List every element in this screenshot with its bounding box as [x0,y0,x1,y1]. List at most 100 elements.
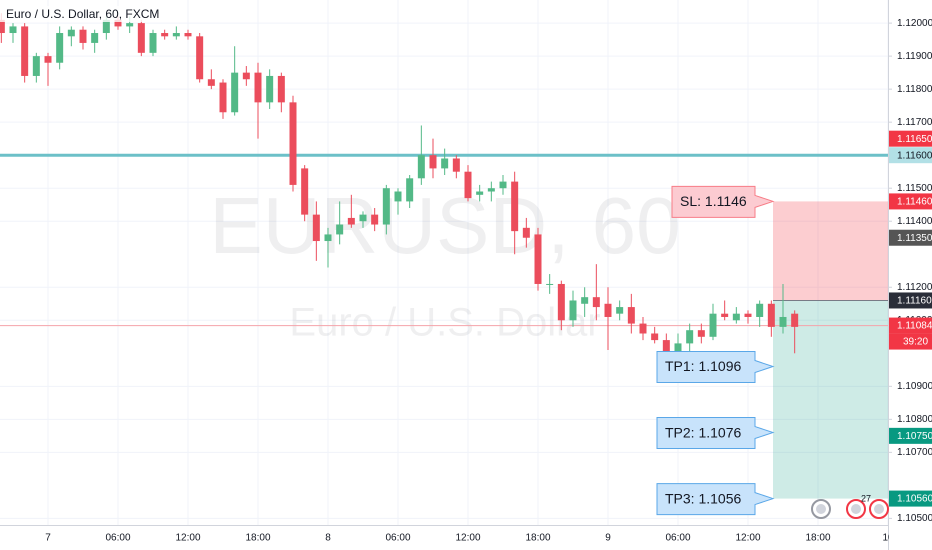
candle-body [21,26,29,76]
x-tick-label: 8 [325,533,331,544]
candle-body [721,313,729,317]
candle-body [476,191,484,195]
candle-body [196,36,204,80]
y-tick-label: 1.11500 [897,183,932,194]
candle-body [172,33,180,37]
candle-body [767,303,775,327]
x-tick-label: 12:00 [735,533,760,544]
price-tag [889,427,932,444]
candle-body [347,217,355,225]
target-zone [773,300,888,499]
price-tag-label: 1.10560 [897,494,932,505]
x-tick-label: 18:00 [805,533,830,544]
x-tick-label: 9 [605,533,611,544]
y-tick-label: 1.11700 [897,117,932,128]
annotation-text: TP1: 1.1096 [665,358,741,374]
price-tag-label: 1.11084 [897,321,932,332]
candle-body [44,56,52,63]
candle-body [406,178,414,202]
annotation: TP3: 1.1056 [656,483,775,516]
candle-body [452,158,460,172]
candle-body [382,188,390,225]
candle-body [662,340,670,360]
price-tag [889,292,932,309]
candle-body [487,188,495,192]
annotation-text: TP2: 1.1076 [665,424,741,440]
candle-body [417,155,425,179]
y-tick-label: 1.10700 [897,447,932,458]
x-tick-label: 10 [882,533,894,544]
candle-body [581,297,589,304]
watermark: EURUSD, 60 [209,181,680,270]
annotation-text: TP3: 1.1056 [665,490,741,506]
x-tick-label: 06:00 [105,533,130,544]
candle-body [79,29,87,43]
candle-body [732,313,740,321]
price-tag-label: 1.11460 [897,197,932,208]
annotation: SL: 1.1146 [671,185,775,218]
y-tick-label: 1.11200 [897,282,932,293]
axis-corner [889,526,932,550]
price-tag-label: 1.11600 [897,150,932,161]
y-tick-label: 1.11800 [897,84,932,95]
candle-body [569,300,577,321]
candle-body [324,234,332,242]
countdown-bg [889,333,932,350]
candle-body [91,33,99,43]
candle-body [394,191,402,202]
y-tick-label: 1.12000 [897,18,932,29]
candle-body [779,316,787,327]
price-axis-bg [888,0,932,550]
candle-body [242,72,250,80]
candle-body [651,333,659,341]
y-tick-label: 1.10500 [897,513,932,524]
candle-body [604,303,612,317]
x-tick-label: 12:00 [455,533,480,544]
price-tag [889,147,932,164]
candle-body [791,313,799,327]
chart-title: Euro / U.S. Dollar, 60, FXCM [6,7,159,21]
candle-body [149,33,157,53]
price-tag [889,317,932,334]
candle-body [231,72,239,113]
candle-body [546,283,554,285]
candle-body [709,313,717,337]
candle-body [207,79,215,86]
title-bg [0,6,160,22]
annotation: TP2: 1.1076 [656,417,775,450]
x-tick-label: 7 [45,533,51,544]
candle-body [67,29,75,37]
candle-body [266,75,274,103]
candle-body [161,33,169,37]
candle-body [312,214,320,242]
price-tag [889,130,932,147]
candle-body [301,168,309,215]
candle-body [336,224,344,235]
candle-body [219,82,227,113]
candle-body [429,155,437,169]
candle-body [616,307,624,314]
price-tag-label: 1.11350 [897,233,932,244]
x-tick-label: 06:00 [385,533,410,544]
candle-body [126,23,134,27]
annotation-box [656,483,775,516]
candle-body [184,33,192,37]
candle-body [744,313,752,317]
candle-body [511,181,519,232]
price-tag-label: 1.11650 [897,134,932,145]
price-tag [889,193,932,210]
x-tick-label: 18:00 [245,533,270,544]
price-tag-label: 1.10750 [897,431,932,442]
event-icon-inner [874,504,884,514]
candle-body [0,19,5,34]
watermark-subtitle: Euro / U.S. Dollar [289,301,600,345]
candle-body [114,19,122,27]
countdown: 39:20 [903,337,928,348]
candle-body [697,330,705,337]
candle-body [277,75,285,103]
candle-body [686,330,694,344]
candle-body [9,26,17,34]
